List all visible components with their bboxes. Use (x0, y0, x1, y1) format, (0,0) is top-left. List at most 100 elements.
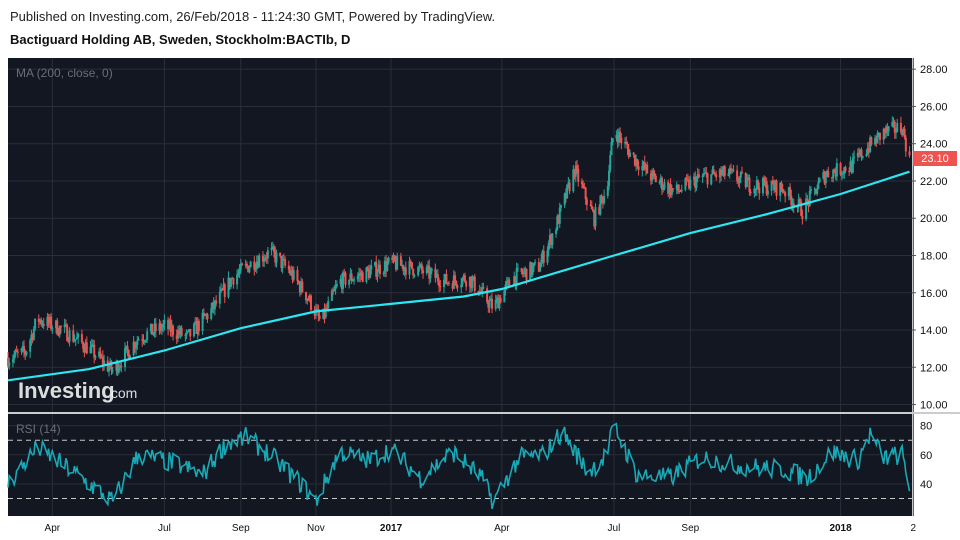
candle-body (592, 209, 595, 212)
candle-body (351, 280, 354, 282)
candle-body (439, 286, 442, 288)
candle-body (696, 174, 699, 179)
candle-body (376, 272, 379, 277)
candle-body (676, 184, 679, 191)
candle-body (721, 171, 724, 176)
rsi-axis[interactable]: 80 60 40 (920, 421, 932, 491)
candle-body (149, 323, 152, 332)
candle-body (749, 191, 752, 194)
candle-body (438, 281, 441, 287)
candle-body (616, 134, 619, 143)
candle-body (257, 261, 260, 268)
candle-body (628, 152, 631, 157)
candle-body (168, 320, 171, 330)
last-price-value: 23.10 (921, 153, 949, 165)
candle-body (556, 216, 559, 231)
candle-body (718, 169, 721, 178)
ma-indicator-label: MA (200, close, 0) (16, 66, 113, 80)
candle-body (239, 263, 242, 271)
candle-body (514, 276, 517, 286)
candle-body (204, 314, 207, 316)
candle-body (472, 276, 475, 280)
candle-body (419, 264, 422, 267)
candle-body (713, 173, 716, 175)
candle-body (617, 131, 620, 143)
candle-body (298, 283, 301, 293)
candle-body (227, 277, 230, 297)
candle-body (858, 152, 861, 155)
candle-body (874, 138, 877, 145)
price-tick-label: 18.00 (920, 250, 948, 262)
candle-body (258, 256, 261, 268)
candle-body (689, 179, 692, 189)
rsi-pane[interactable] (8, 414, 912, 516)
candle-body (72, 330, 75, 342)
candle-body (401, 265, 404, 267)
candle-body (875, 138, 878, 144)
candle-body (810, 189, 813, 191)
price-pane[interactable] (8, 58, 912, 412)
candle-body (289, 269, 292, 275)
candle-body (323, 308, 326, 318)
candle-body (47, 317, 50, 324)
candle-body (13, 355, 16, 360)
candle-body (679, 190, 682, 192)
candle-body (572, 169, 575, 192)
candle-body (641, 165, 644, 171)
candle-body (167, 319, 170, 330)
candle-body (197, 320, 200, 331)
candle-body (409, 261, 412, 263)
candle-body (908, 151, 911, 156)
candle-body (229, 278, 232, 287)
candle-body (359, 273, 362, 276)
candle-body (99, 351, 102, 358)
candle-body (253, 261, 256, 270)
candle-body (84, 342, 87, 353)
candle-body (678, 190, 681, 192)
candle-body (51, 328, 54, 330)
candle-body (870, 137, 873, 145)
candle-body (48, 316, 51, 324)
time-axis[interactable]: Apr Jul Sep Nov 2017 Apr Jul Sep 2018 2 (45, 523, 917, 534)
candle-body (525, 268, 528, 281)
candle-body (300, 281, 303, 293)
candle-body (856, 152, 859, 157)
candle-body (830, 177, 833, 179)
candle-body (309, 295, 312, 310)
candle-body (593, 211, 596, 227)
candle-body (58, 326, 61, 335)
candle-body (486, 288, 489, 303)
candle-body (422, 270, 425, 274)
candle-body (580, 181, 583, 185)
candle-body (322, 308, 325, 319)
candle-body (755, 180, 758, 190)
candle-body (516, 268, 519, 270)
candle-body (711, 169, 714, 175)
price-axis[interactable]: 28.00 26.00 24.00 22.00 20.00 18.00 16.00 14.00… (912, 64, 948, 412)
candle-body (598, 207, 601, 215)
candle-body (385, 260, 388, 271)
candle-body (576, 165, 579, 169)
candle-body (523, 271, 526, 275)
candle-body (620, 137, 623, 143)
candle-body (55, 320, 58, 329)
candle-body (462, 275, 465, 278)
candle-body (417, 267, 420, 276)
candle-body (901, 132, 904, 136)
candle-body (73, 340, 76, 342)
candle-body (758, 187, 761, 194)
candle-body (94, 356, 97, 358)
candle-body (305, 292, 308, 301)
candle-body (893, 121, 896, 133)
candle-body (694, 176, 697, 189)
candle-body (158, 323, 161, 332)
candle-body (25, 351, 28, 355)
candle-body (611, 138, 614, 143)
candle-body (23, 346, 26, 352)
candle-body (249, 261, 252, 268)
candle-body (98, 351, 101, 357)
candle-body (378, 264, 381, 274)
candle-body (120, 365, 123, 367)
candle-body (271, 246, 274, 248)
